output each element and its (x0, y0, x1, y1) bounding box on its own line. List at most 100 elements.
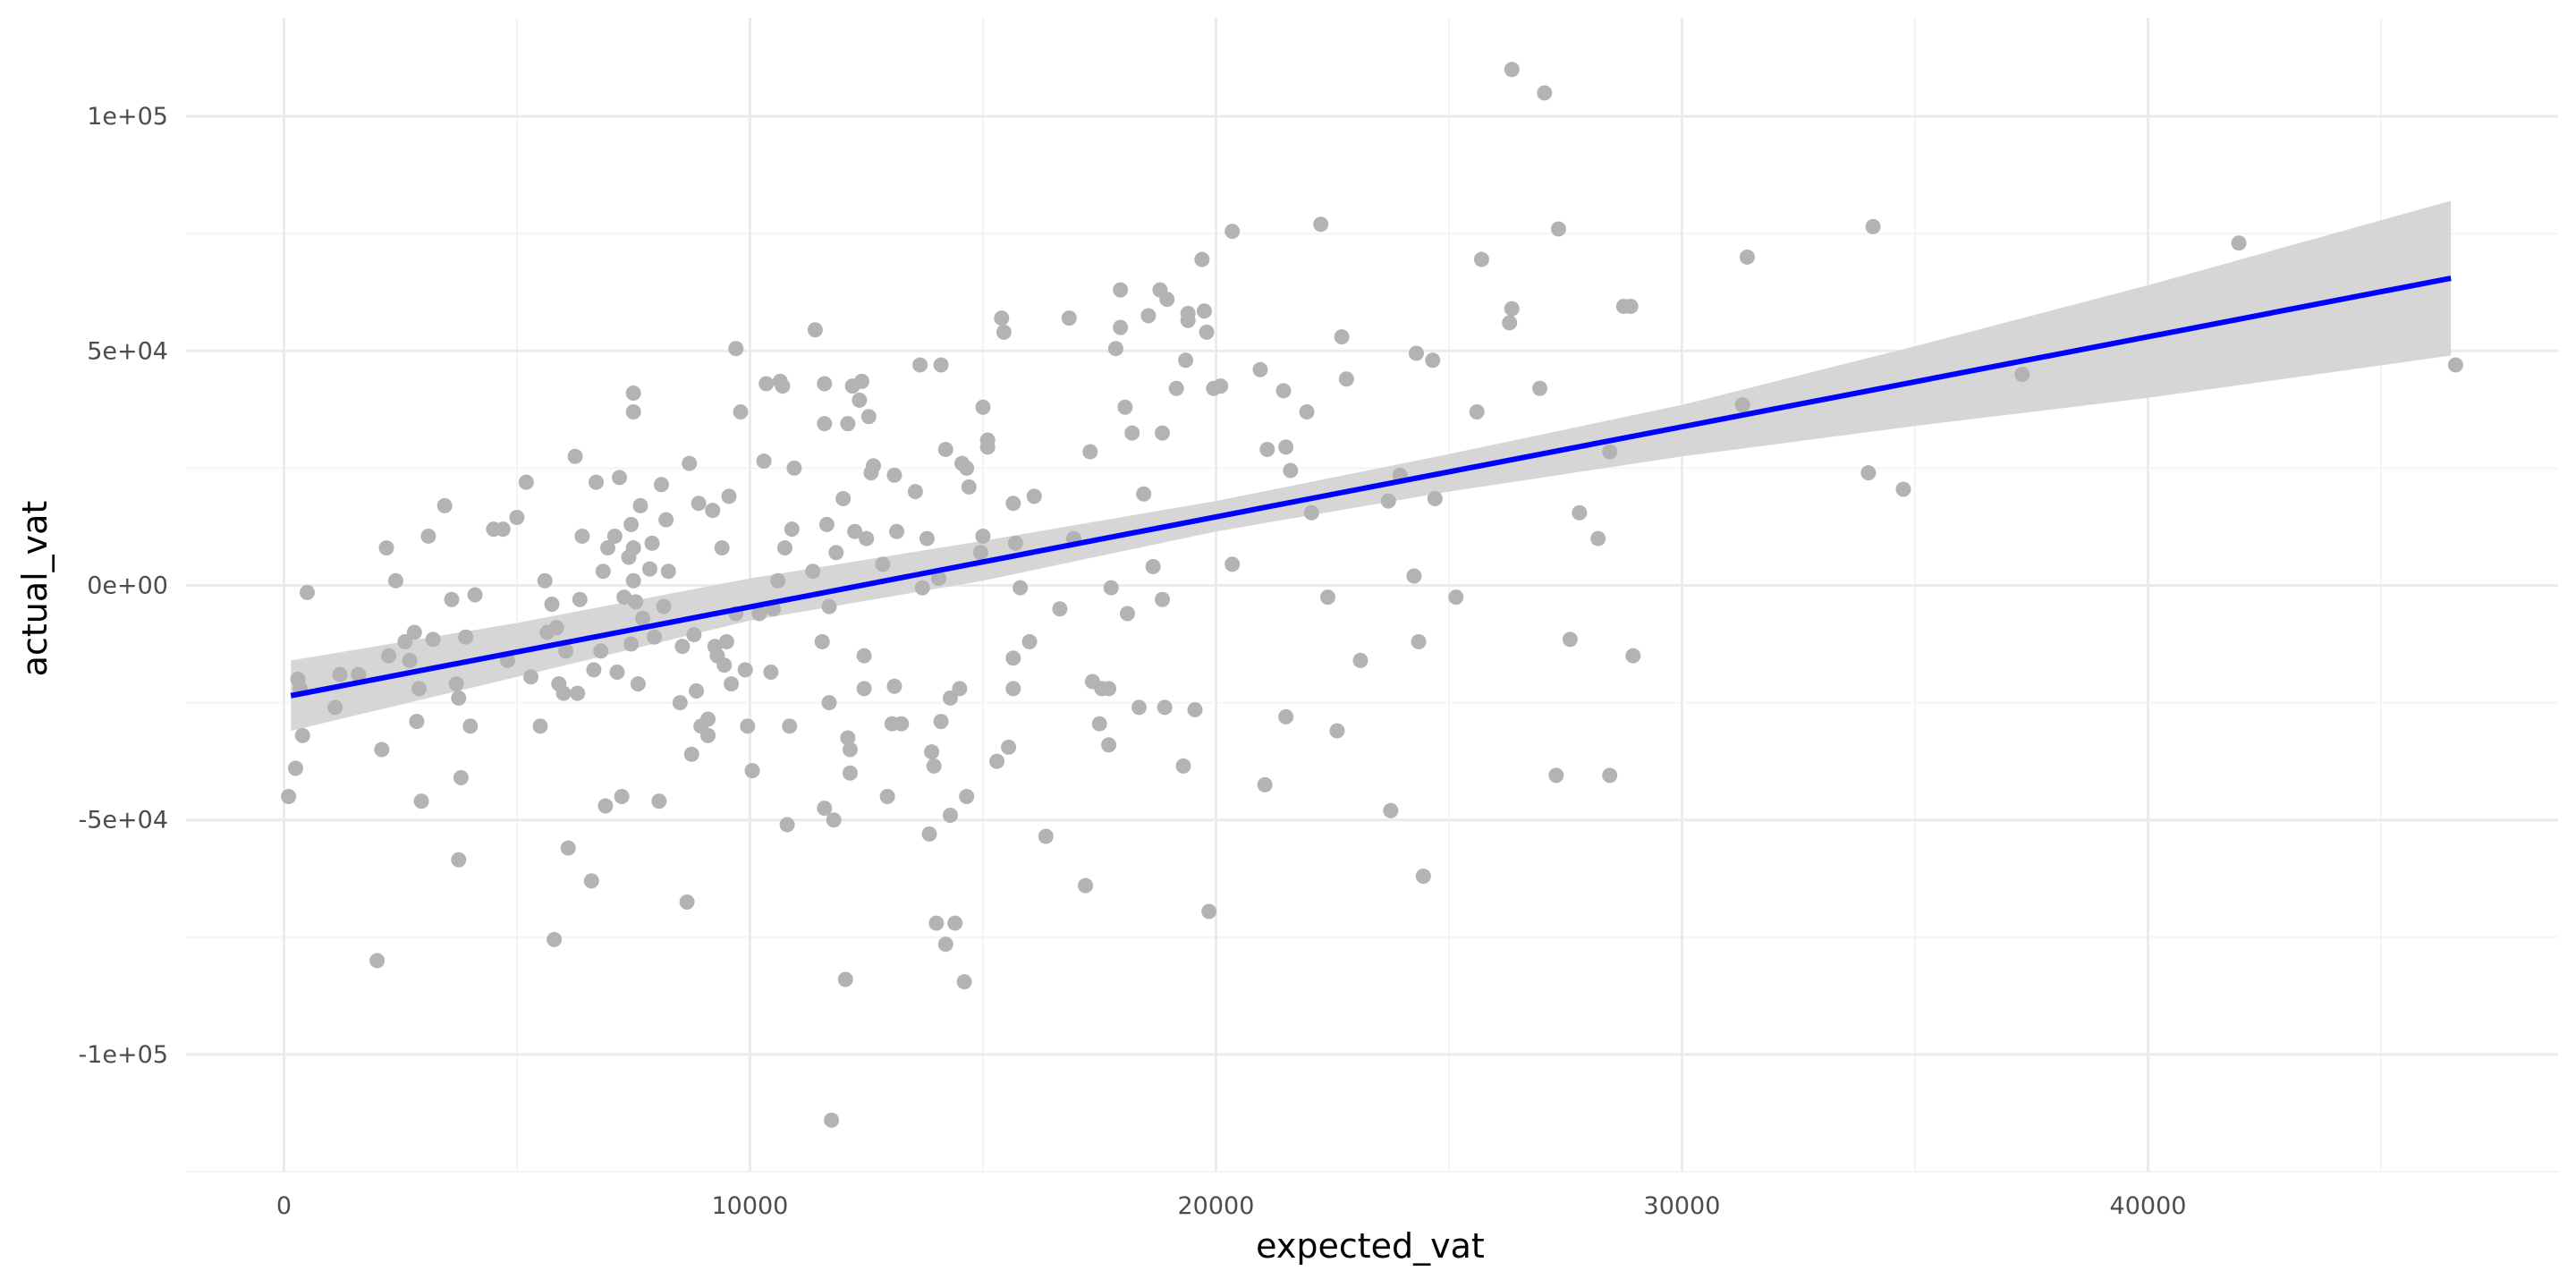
data-point (1602, 767, 1618, 784)
data-point (299, 584, 315, 600)
data-point (653, 477, 669, 493)
data-point (1427, 491, 1443, 506)
data-point (630, 676, 646, 692)
x-tick-label: 10000 (711, 1192, 788, 1220)
data-point (658, 512, 674, 528)
data-point (1625, 648, 1641, 664)
data-point (926, 758, 942, 774)
x-tick-label: 40000 (2110, 1192, 2187, 1220)
data-point (1320, 589, 1336, 606)
data-point (994, 310, 1010, 326)
data-point (1038, 828, 1054, 844)
data-point (625, 572, 641, 589)
data-point (1101, 737, 1117, 753)
data-point (1021, 633, 1038, 649)
data-point (1895, 481, 1911, 497)
data-point (1005, 650, 1021, 666)
data-point (1078, 877, 1094, 894)
data-point (1537, 85, 1553, 101)
data-point (1739, 249, 1755, 265)
data-point (1380, 493, 1396, 509)
data-point (381, 648, 397, 664)
data-point (1224, 224, 1241, 240)
y-tick-label: -1e+05 (78, 1041, 168, 1069)
data-point (597, 798, 614, 814)
data-point (567, 448, 583, 464)
data-point (495, 521, 511, 538)
regression-line-layer (290, 275, 2452, 699)
data-point (724, 676, 740, 692)
data-point (1136, 486, 1152, 502)
data-point (1005, 681, 1021, 697)
y-tick-label: 0e+00 (87, 572, 168, 600)
data-point (821, 598, 837, 614)
data-point (1252, 361, 1268, 377)
data-point (744, 763, 760, 779)
data-point (623, 516, 640, 532)
data-point (1001, 739, 1017, 755)
data-point (1180, 305, 1196, 321)
data-point (679, 894, 695, 910)
data-point (1469, 403, 1485, 419)
data-point (544, 596, 560, 612)
data-point (835, 491, 852, 506)
data-point (989, 753, 1005, 769)
data-point (975, 528, 991, 544)
data-point (593, 643, 609, 659)
data-point (728, 341, 744, 357)
data-point (609, 665, 625, 681)
data-point (1101, 681, 1117, 697)
data-point (625, 403, 641, 419)
data-point (1473, 251, 1489, 267)
data-point (406, 624, 422, 640)
data-point (1623, 299, 1639, 314)
data-point (1124, 425, 1140, 441)
data-point (817, 416, 833, 432)
data-point (409, 714, 425, 730)
data-point (689, 683, 705, 699)
data-point (1299, 403, 1315, 419)
data-point (1155, 425, 1171, 441)
data-point (1113, 282, 1129, 298)
data-point (397, 633, 413, 649)
x-axis-tick-labels: 0 10000 20000 30000 40000 (276, 1192, 2187, 1220)
data-point (1259, 441, 1275, 457)
data-point (1352, 652, 1368, 668)
data-point (660, 564, 676, 580)
data-point (860, 409, 877, 425)
data-point (1338, 371, 1354, 387)
data-point (959, 460, 975, 476)
data-point (718, 633, 734, 649)
major-gridlines (186, 18, 2558, 1172)
data-point (1383, 802, 1399, 818)
data-point (805, 564, 821, 580)
data-point (714, 540, 730, 556)
data-point (1007, 535, 1023, 551)
minor-gridlines (186, 18, 2558, 1173)
data-point (1091, 716, 1107, 732)
data-point (961, 479, 977, 495)
data-point (856, 648, 872, 664)
data-point (847, 523, 863, 539)
data-point (467, 587, 483, 603)
data-point (1082, 444, 1098, 460)
data-point (1157, 699, 1173, 716)
data-point (532, 718, 548, 734)
data-point (378, 540, 394, 556)
data-point (1334, 329, 1350, 345)
data-point (1406, 568, 1422, 584)
data-point (721, 488, 737, 504)
data-point (547, 931, 563, 947)
data-point (1283, 462, 1299, 479)
data-point (996, 324, 1012, 340)
data-point (700, 727, 716, 743)
data-point (1005, 496, 1021, 512)
data-point (758, 376, 775, 392)
data-point (1572, 504, 1588, 521)
data-point (1061, 310, 1077, 326)
data-point (1103, 580, 1119, 596)
data-point (733, 403, 749, 419)
data-point (956, 974, 972, 990)
data-point (1448, 589, 1464, 606)
data-point (818, 516, 835, 532)
